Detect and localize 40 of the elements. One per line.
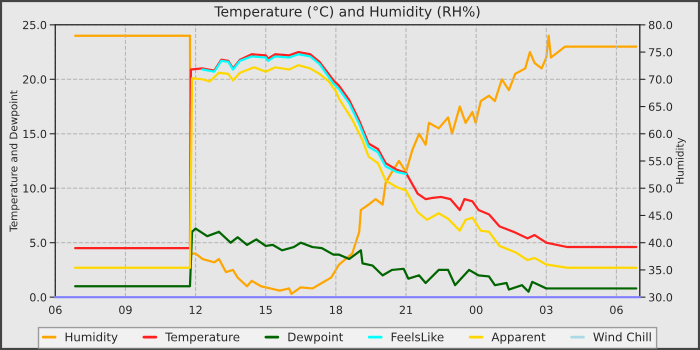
chart-title: Temperature (°C) and Humidity (RH%) (214, 6, 480, 20)
x-tick-label: 06 (48, 306, 62, 314)
line-series (74, 227, 638, 293)
x-tick-label: 21 (400, 306, 412, 314)
x-tick-label: 06 (610, 306, 623, 314)
y2-tick-label: 35.0 (648, 266, 672, 274)
y2-tick-label: 65.0 (648, 102, 672, 111)
line-series (74, 34, 638, 295)
x-tick-label: 00 (470, 306, 482, 314)
x-tick-label: 12 (190, 306, 202, 314)
y-tick-label: 5.0 (30, 238, 46, 248)
y-tick-label: 0.0 (30, 293, 46, 302)
y2-tick-label: 40.0 (648, 238, 672, 248)
x-tick-label: 03 (540, 306, 552, 314)
line-series (201, 53, 408, 176)
y2-tick-label: 30.0 (648, 293, 672, 302)
line-series (74, 64, 638, 269)
y2-tick-label: 55.0 (648, 156, 672, 166)
y2-tick-label: 50.0 (648, 184, 672, 193)
y2-tick-label: 70.0 (649, 75, 672, 84)
x-tick-label: 09 (119, 306, 132, 314)
legend-label: Humidity (66, 332, 118, 344)
legend-label: Dewpoint (288, 332, 344, 344)
y-tick-label: 25.0 (23, 20, 46, 30)
y2-tick-label: 75.0 (649, 48, 672, 56)
line-series (74, 50, 638, 250)
x-tick-label: 15 (260, 306, 272, 314)
y-axis-title: Temperature and Dewpoint (9, 90, 20, 232)
y2-tick-label: 80.0 (648, 20, 672, 30)
y-tick-label: 20.0 (23, 75, 46, 84)
x-tick-label: 18 (330, 306, 342, 314)
y-tick-label: 10.0 (23, 184, 46, 193)
legend-label: FeelsLike (392, 332, 444, 342)
y2-axis-title: Humidity (676, 138, 686, 184)
y2-tick-label: 45.0 (648, 211, 672, 220)
legend-label: Apparent (492, 332, 546, 344)
legend-label: Temperature (165, 332, 240, 344)
legend-label: Wind Chill (593, 332, 651, 342)
y-tick-label: 15.0 (23, 130, 46, 138)
y2-tick-label: 60.0 (648, 130, 672, 138)
